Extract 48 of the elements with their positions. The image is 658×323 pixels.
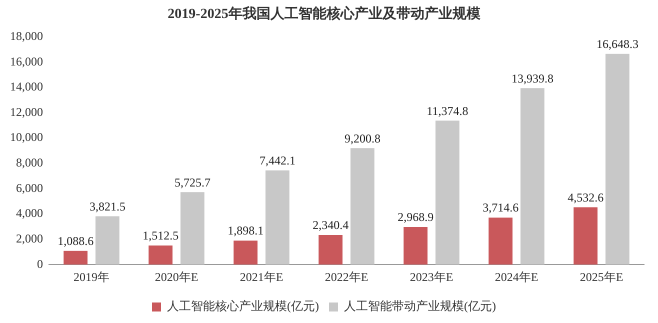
bar [404, 227, 428, 265]
legend-label: 人工智能核心产业规模(亿元) [167, 299, 320, 314]
y-tick-label: 18,000 [10, 28, 43, 43]
y-tick-label: 12,000 [10, 104, 43, 119]
bar [605, 54, 630, 265]
data-label: 9,200.8 [344, 131, 380, 146]
y-tick-label: 8,000 [16, 156, 43, 170]
y-tick-label: 10,000 [10, 130, 43, 144]
y-tick-label: 2,000 [16, 231, 43, 246]
y-tick-label: 4,000 [16, 206, 43, 220]
data-label: 2,340.4 [312, 218, 349, 232]
chart-title: 2019-2025年我国人工智能核心产业及带动产业规模 [168, 5, 482, 22]
data-label: 3,714.6 [482, 200, 519, 215]
bar [318, 234, 343, 265]
bar [180, 192, 204, 265]
bar [350, 148, 374, 265]
data-label: 7,442.1 [259, 154, 296, 168]
x-tick-label: 2020年E [154, 270, 198, 284]
x-tick-label: 2024年E [494, 270, 538, 284]
data-label: 3,821.5 [89, 199, 126, 214]
bar [64, 250, 88, 265]
y-tick-label: 6,000 [16, 180, 43, 195]
data-label: 1,088.6 [58, 234, 94, 248]
y-tick-label: 0 [37, 256, 43, 271]
data-label: 5,725.7 [174, 175, 210, 190]
bar [148, 245, 173, 265]
data-label: 2,968.9 [398, 210, 434, 224]
data-label: 4,532.6 [568, 190, 604, 204]
x-tick-label: 2019年 [74, 270, 110, 284]
x-tick-label: 2025年E [580, 270, 624, 284]
x-tick-label: 2022年E [324, 270, 368, 284]
data-label: 1,898.1 [228, 224, 264, 238]
bar [234, 240, 258, 265]
legend-label: 人工智能带动产业规模(亿元) [344, 299, 496, 314]
bar [265, 170, 290, 265]
bar [488, 218, 513, 265]
data-label: 1,512.5 [142, 228, 179, 243]
bar [435, 120, 460, 265]
y-tick-label: 14,000 [10, 80, 43, 94]
bar [574, 207, 598, 265]
bar [95, 216, 120, 265]
x-tick-label: 2023年E [410, 270, 454, 284]
data-label: 16,648.3 [596, 37, 638, 52]
bar [520, 88, 544, 265]
x-tick-label: 2021年E [240, 270, 284, 284]
data-label: 11,374.8 [426, 104, 468, 118]
data-label: 13,939.8 [511, 71, 554, 86]
y-tick-label: 16,000 [10, 54, 43, 68]
